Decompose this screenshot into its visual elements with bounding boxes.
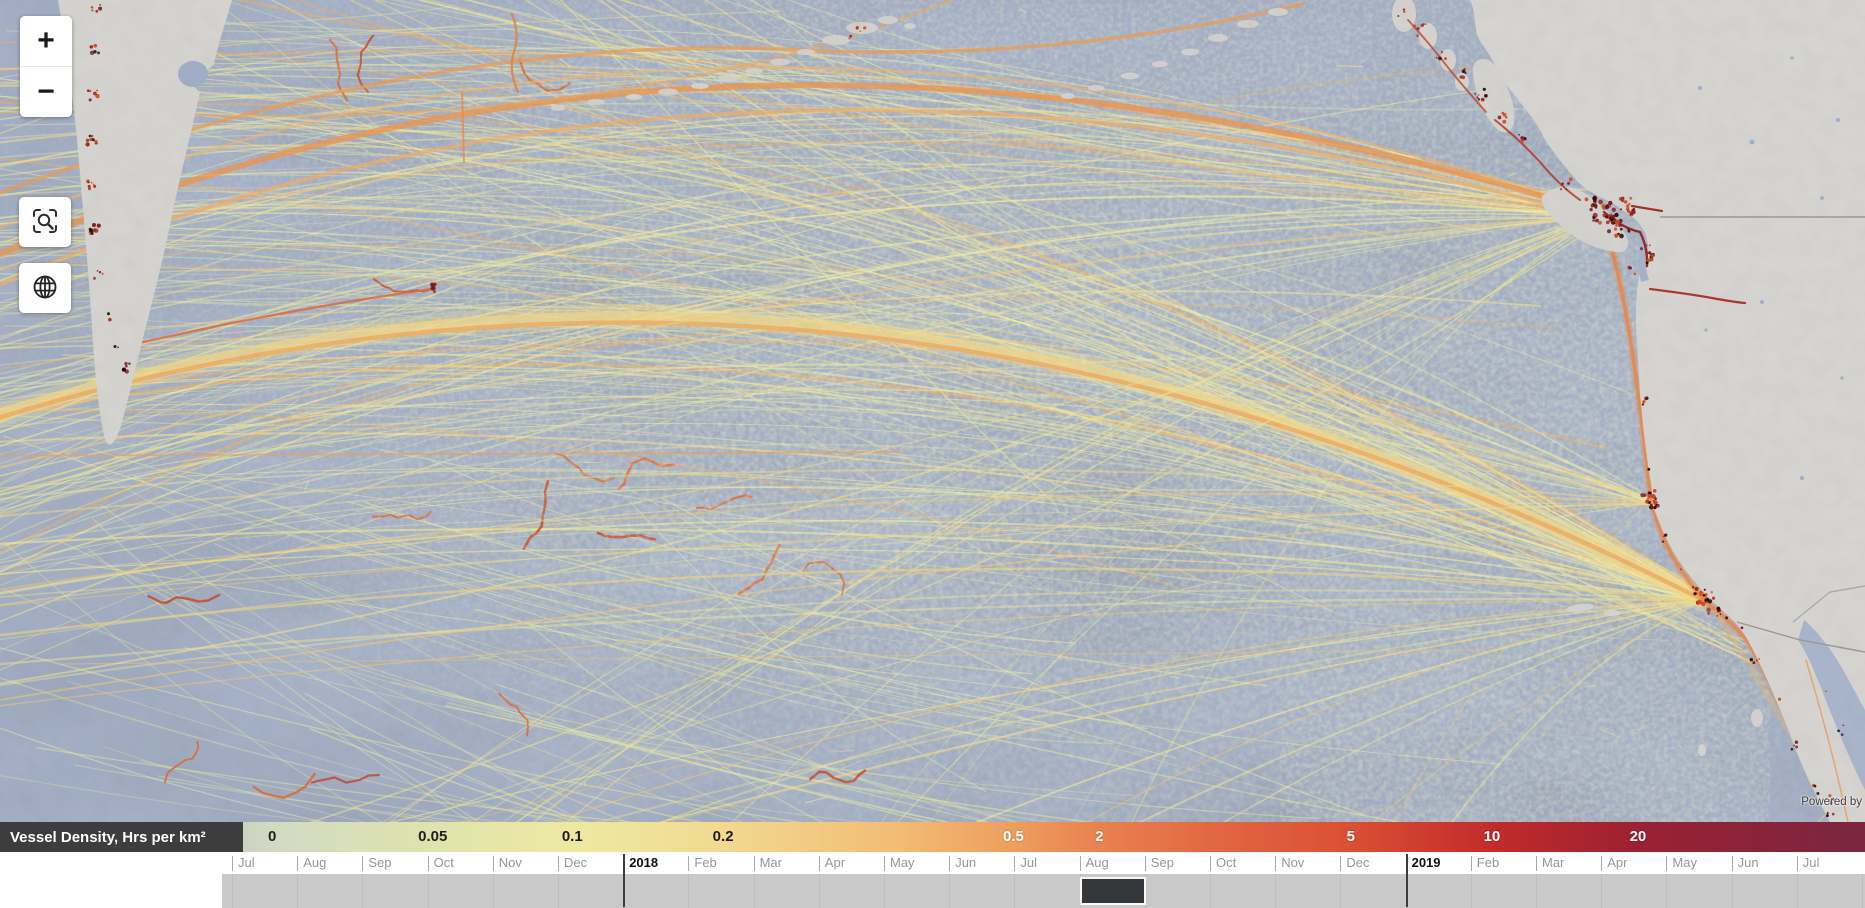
timeline-month-tick <box>1340 856 1342 871</box>
legend-break-label: 0.2 <box>712 827 734 845</box>
relief-texture <box>0 0 1865 822</box>
timeline-month-tick <box>949 856 951 871</box>
timeline-month-label: Nov <box>1281 855 1305 870</box>
timeline-year-tick <box>623 854 626 907</box>
timeline-cell-separator <box>1666 874 1668 908</box>
timeline-cell-separator <box>558 874 559 908</box>
attribution: Powered by <box>1801 796 1862 808</box>
timeline-cell-separator <box>362 874 364 908</box>
time-slider-track[interactable] <box>222 874 1865 908</box>
timeline-cell-separator <box>688 874 690 908</box>
timeline-month-label: Aug <box>303 855 327 870</box>
legend-break-label: 5 <box>1346 827 1355 845</box>
zoom-in-button[interactable]: + <box>20 16 72 66</box>
timeline-month-tick <box>1536 856 1537 871</box>
timeline-month-label: Aug <box>1085 855 1109 870</box>
timeline-cell-separator <box>232 874 233 908</box>
timeline-month-label: Jun <box>1737 855 1759 870</box>
timeline-cell-separator <box>884 874 885 908</box>
timeline-month-tick <box>427 856 429 871</box>
timeline-month-tick <box>362 856 364 871</box>
timeline-cell-separator <box>297 874 299 908</box>
timeline-cell-separator <box>1470 874 1472 908</box>
timeline-month-tick <box>558 856 559 871</box>
timeline-month-label: Dec <box>564 855 588 870</box>
timeline-month-label: Sep <box>368 855 392 870</box>
timeline-month-label: Apr <box>1607 855 1628 870</box>
timeline-month-label: Dec <box>1346 855 1370 870</box>
timeline-month-tick <box>1796 856 1798 871</box>
timeline-month-tick <box>1666 856 1668 871</box>
timeline-month-tick <box>232 856 233 871</box>
legend-title: Vessel Density, Hrs per km² <box>0 822 243 852</box>
zoom-control: + − <box>20 16 72 117</box>
timeline-month-tick <box>1470 856 1472 871</box>
timeline-month-tick <box>688 856 690 871</box>
timeline-month-label: Oct <box>433 855 454 870</box>
timeline-cell-separator <box>818 874 820 908</box>
time-slider: Jul Aug Sep Oct Nov Dec 2018 Feb Mar Apr May Jun Jul… <box>0 852 1865 908</box>
timeline-month-label: Feb <box>1476 855 1500 870</box>
timeline-cell-separator <box>1014 874 1016 908</box>
timeline-cell-separator <box>492 874 494 908</box>
zoom-to-selection-icon <box>31 207 59 238</box>
timeline-month-label: Feb <box>694 855 717 870</box>
timeline-month-tick <box>1210 856 1211 871</box>
timeline-month-label: Sep <box>1150 855 1174 870</box>
legend: Vessel Density, Hrs per km² 0 0.05 0.1 0.2 0… <box>0 822 1865 852</box>
timeline-month-tick <box>818 856 820 871</box>
timeline-month-tick <box>1079 856 1081 871</box>
timeline-cell-separator <box>1210 874 1211 908</box>
timeline-month-label: Apr <box>824 855 846 870</box>
timeline-cell-separator <box>1601 874 1603 908</box>
timeline-month-tick <box>753 856 755 871</box>
timeline-month-label: Oct <box>1216 855 1237 870</box>
timeline-month-label: Jul <box>1802 855 1820 870</box>
legend-break-label: 0.1 <box>561 827 583 845</box>
timeline-month-label: Jul <box>238 855 255 870</box>
map-canvas[interactable] <box>0 0 1865 822</box>
timeline-year-label: 2019 <box>1411 855 1441 870</box>
time-slider-playhead[interactable] <box>1079 877 1146 905</box>
timeline-month-tick <box>884 856 885 871</box>
timeline-month-tick <box>492 856 494 871</box>
timeline-month-label: May <box>890 855 915 870</box>
timeline-year-label: 2018 <box>629 855 659 870</box>
timeline-month-label: Mar <box>1542 855 1565 870</box>
legend-break-label: 0 <box>268 827 277 845</box>
timeline-cell-separator <box>1862 874 1863 908</box>
zoom-to-selection-button[interactable] <box>19 197 71 247</box>
zoom-control-divider <box>20 66 72 67</box>
timeline-cell-separator <box>949 874 951 908</box>
legend-break-label: 2 <box>1095 827 1104 845</box>
timeline-cell-separator <box>1731 874 1733 908</box>
timeline-cell-separator <box>1796 874 1798 908</box>
timeline-cell-separator <box>1340 874 1342 908</box>
timeline-cell-separator <box>1536 874 1537 908</box>
timeline-month-tick <box>1144 856 1146 871</box>
legend-break-label: 0.5 <box>1003 827 1024 845</box>
legend-break-label: 10 <box>1483 827 1501 845</box>
legend-break-label: 0.05 <box>418 827 448 845</box>
timeline-cell-separator <box>427 874 429 908</box>
timeline-cell-separator <box>753 874 755 908</box>
globe-icon <box>31 273 59 304</box>
timeline-month-label: Nov <box>498 855 522 870</box>
timeline-month-tick <box>1275 856 1277 871</box>
timeline-month-label: May <box>1672 855 1697 870</box>
legend-break-label: 20 <box>1629 827 1647 845</box>
timeline-year-tick <box>1405 854 1408 907</box>
timeline-month-label: Mar <box>759 855 782 870</box>
timeline-month-label: Jul <box>1020 855 1038 870</box>
timeline-cell-separator <box>1275 874 1277 908</box>
timeline-month-label: Jun <box>955 855 977 870</box>
zoom-out-button[interactable]: − <box>20 67 72 117</box>
timeline-month-tick <box>1731 856 1733 871</box>
timeline-month-tick <box>297 856 299 871</box>
globe-button[interactable] <box>19 263 71 313</box>
timeline-month-tick <box>1601 856 1603 871</box>
timeline-month-tick <box>1014 856 1016 871</box>
legend-gradient-bar: 0 0.05 0.1 0.2 0.5 2 5 10 20 <box>243 822 1865 852</box>
